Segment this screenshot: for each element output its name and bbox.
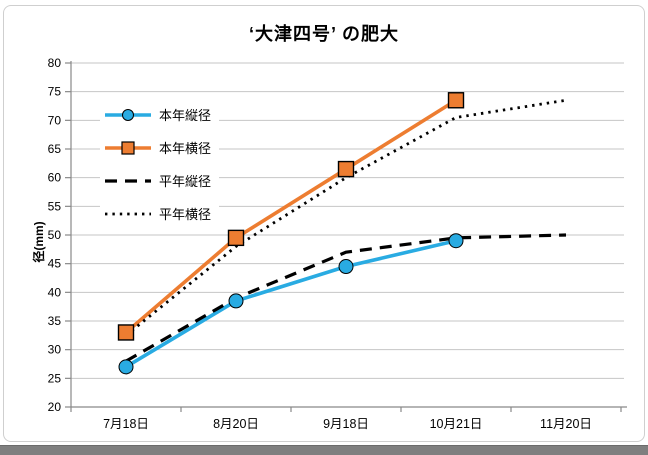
square-marker [227, 229, 245, 247]
legend-label: 平年横径 [159, 207, 212, 222]
legend: 本年縦径本年横径平年縦径平年横径 [100, 94, 220, 234]
circle-marker [118, 359, 134, 375]
y-tick-label: 65 [48, 142, 62, 156]
legend-item[interactable]: 本年縦径 [104, 98, 211, 131]
legend-swatch-solid-square [105, 140, 151, 155]
window-bottom-strip [0, 445, 648, 455]
x-tick-label: 7月18日 [103, 417, 149, 431]
legend-swatch-dotted-none [105, 212, 151, 215]
y-tick-label: 70 [48, 113, 62, 127]
y-tick-label: 30 [48, 343, 62, 357]
square-marker [447, 92, 465, 109]
plot-area: 20 25 30 35 40 45 50 55 60 65 70 75 80 7月18日 8月20日 9月18… [48, 56, 627, 431]
series-line-solid-circle [125, 238, 457, 369]
legend-swatch-dashed-none [105, 178, 151, 183]
y-tick-label: 80 [48, 56, 62, 70]
square-marker [337, 160, 355, 178]
y-tick-label: 50 [48, 228, 62, 242]
square-marker [117, 324, 135, 341]
circle-marker [448, 233, 464, 249]
x-tick-label: 11月20日 [540, 417, 592, 431]
circle-marker [338, 259, 354, 275]
chart-window: ‘大津四号’ の肥大 径(mm) 20 25 30 35 40 45 50 55 60 65 70 7… [3, 5, 645, 442]
legend-swatch-solid-circle [105, 108, 151, 121]
y-tick-label: 45 [48, 257, 62, 271]
legend-label: 平年縦径 [159, 174, 212, 189]
x-tick-label: 9月18日 [323, 417, 369, 431]
legend-item[interactable]: 平年縦径 [104, 164, 211, 197]
y-tick-label: 20 [48, 400, 62, 414]
y-tick-label: 25 [48, 371, 62, 385]
legend-label: 本年横径 [159, 141, 212, 156]
y-tick-label: 40 [48, 285, 62, 299]
series-line-solid-square [124, 98, 457, 334]
series-line-dashed-none [125, 233, 567, 363]
x-tick-label: 10月21日 [430, 417, 483, 431]
legend-item[interactable]: 平年横径 [104, 197, 211, 230]
y-tick-label: 75 [48, 85, 62, 99]
y-tick-label: 35 [48, 314, 62, 328]
circle-marker [228, 293, 244, 309]
legend-label: 本年縦径 [159, 108, 212, 123]
x-tick-label: 8月20日 [213, 417, 259, 431]
y-tick-label: 60 [48, 171, 62, 185]
y-tick-label: 55 [48, 199, 62, 213]
chart-title: ‘大津四号’ の肥大 [248, 24, 399, 44]
legend-item[interactable]: 本年横径 [104, 131, 211, 164]
